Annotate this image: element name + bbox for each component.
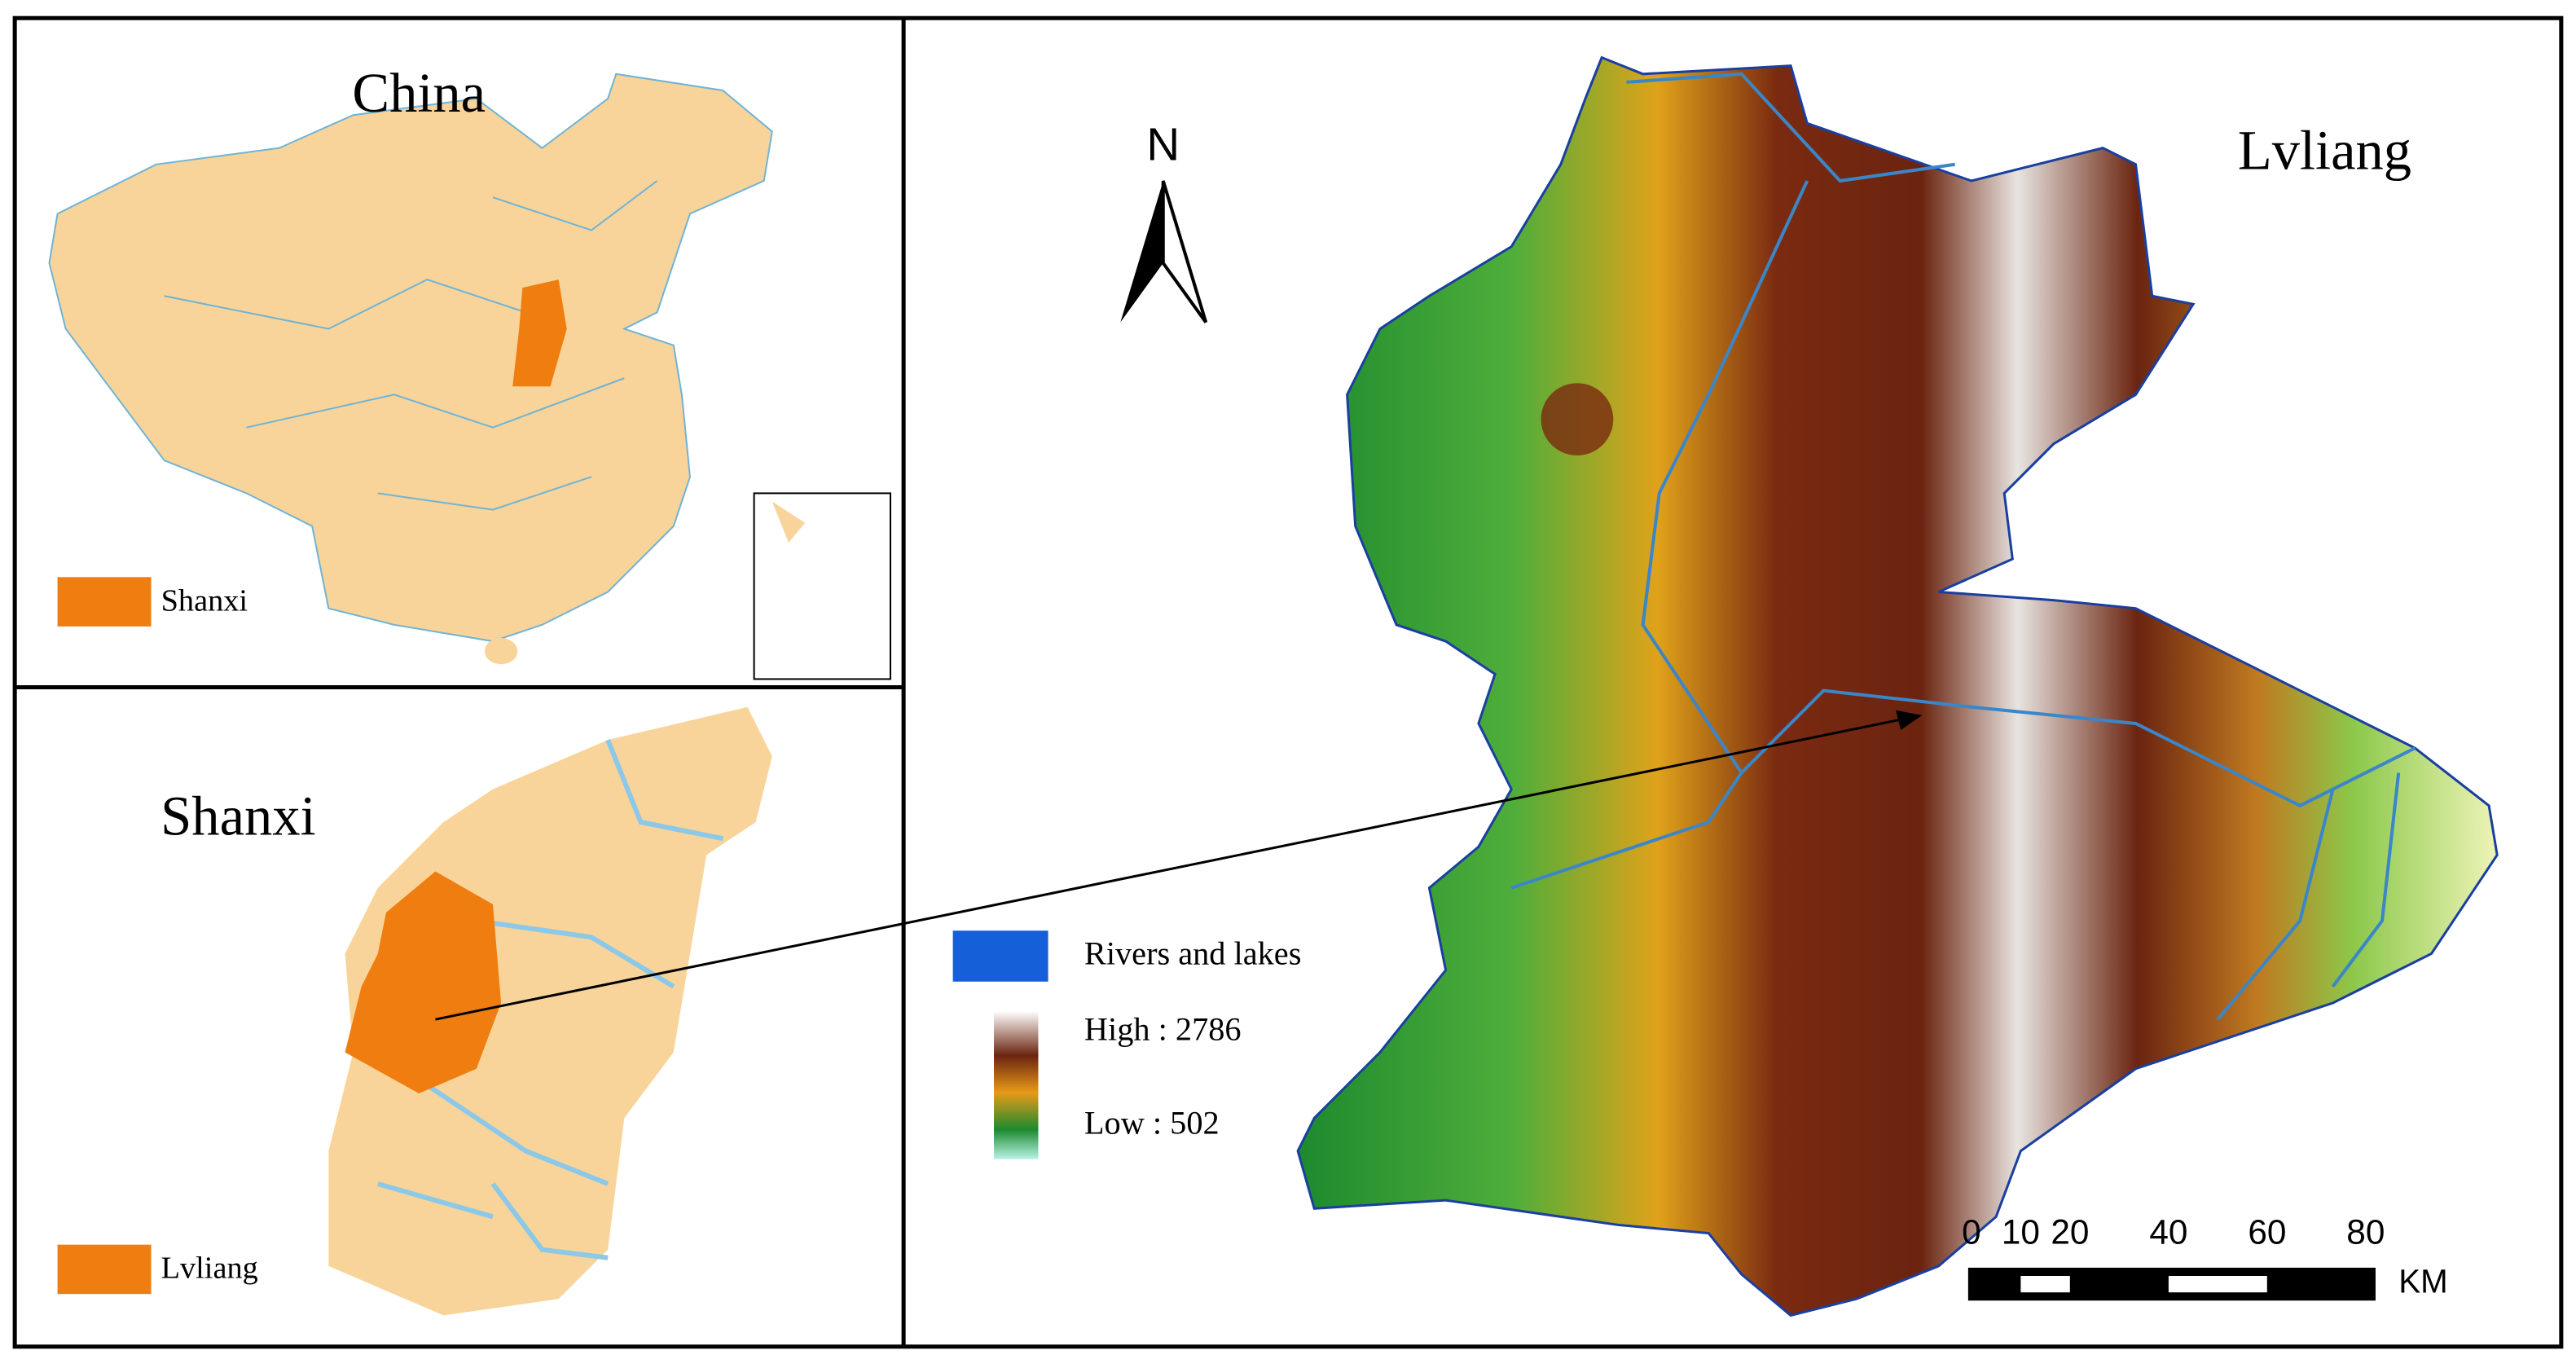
- scale-segment: [2168, 1275, 2267, 1293]
- legend-label: Shanxi: [161, 583, 248, 618]
- shanxi-title: Shanxi: [160, 785, 315, 847]
- china-title: China: [352, 62, 486, 124]
- link-arrow: [435, 717, 1906, 1021]
- north-label: N: [1146, 119, 1180, 170]
- shanxi-rivers: [376, 738, 723, 1260]
- high-label: High : 2786: [1084, 1011, 1242, 1048]
- legend-swatch: [57, 1244, 152, 1295]
- scale-segment: [1971, 1275, 2021, 1293]
- north-arrow-left: [1120, 180, 1163, 323]
- south-sea-inset: [753, 492, 891, 680]
- shanxi-highlight: [512, 279, 567, 387]
- arrow-head: [1896, 710, 1923, 731]
- china-map: [48, 73, 773, 643]
- scale-segment: [2020, 1275, 2070, 1293]
- rivers-swatch: [952, 930, 1048, 982]
- scale-unit: KM: [2398, 1263, 2447, 1300]
- legend-label: Lvliang: [161, 1251, 258, 1286]
- lvliang-highlight: [345, 871, 502, 1093]
- scale-bar: 0 10 20 40 60 80 KM: [1962, 1213, 2448, 1301]
- inset-land: [771, 501, 806, 543]
- low-label: Low : 502: [1084, 1105, 1220, 1141]
- scale-segment: [2069, 1275, 2169, 1293]
- north-arrow-right: [1161, 180, 1208, 323]
- lvliang-title: Lvliang: [2238, 119, 2411, 181]
- shanxi-map: [328, 706, 772, 1316]
- dem-rivers: [1510, 72, 2416, 1021]
- hainan-island: [484, 637, 518, 665]
- dem-peak: [1541, 383, 1614, 455]
- scale-segment: [2266, 1275, 2366, 1293]
- province-borders: [164, 180, 658, 511]
- scale-label: 20: [2051, 1213, 2089, 1251]
- elevation-ramp: [994, 1011, 1039, 1159]
- scale-label: 10: [2002, 1213, 2040, 1251]
- scale-label: 40: [2149, 1213, 2187, 1251]
- scale-label: 60: [2248, 1213, 2286, 1251]
- scale-label: 0: [1962, 1213, 1981, 1251]
- scale-label: 80: [2346, 1213, 2385, 1251]
- legend-swatch: [57, 577, 152, 627]
- rivers-label: Rivers and lakes: [1084, 935, 1301, 972]
- dem-map: [1296, 55, 2499, 1317]
- outer-frame: [12, 15, 2564, 1349]
